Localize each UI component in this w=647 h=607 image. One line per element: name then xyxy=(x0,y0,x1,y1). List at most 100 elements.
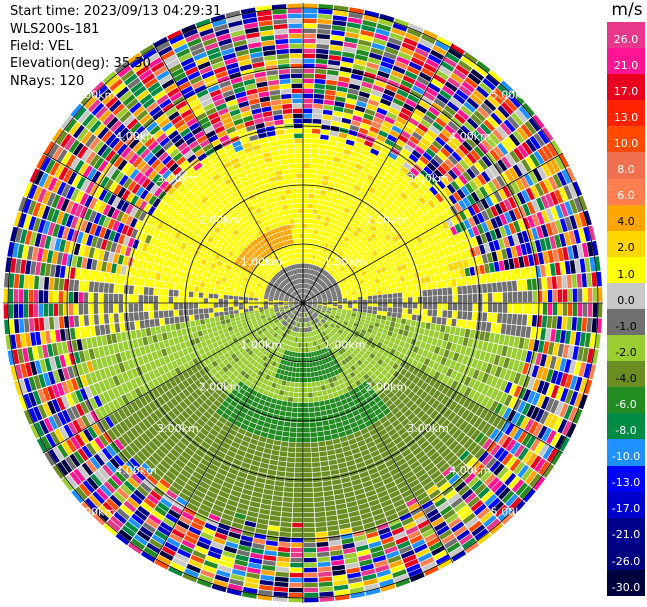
range-gate xyxy=(410,167,420,177)
range-gate xyxy=(453,234,461,244)
range-gate xyxy=(266,396,273,403)
range-gate xyxy=(375,156,385,165)
range-gate xyxy=(403,409,413,418)
range-gate xyxy=(296,432,303,438)
range-gate xyxy=(334,260,340,266)
range-gate xyxy=(361,315,366,320)
range-gate xyxy=(311,280,314,286)
range-gate xyxy=(377,290,382,295)
range-gate xyxy=(347,300,353,303)
range-gate xyxy=(380,319,386,325)
range-gate xyxy=(397,297,403,303)
range-gate xyxy=(331,479,342,485)
range-gate xyxy=(297,352,301,358)
range-gate xyxy=(304,572,318,578)
range-gate xyxy=(329,316,334,321)
range-gate xyxy=(534,239,542,253)
range-gate xyxy=(303,98,313,104)
range-gate xyxy=(309,292,314,296)
range-gate xyxy=(332,306,338,309)
range-gate xyxy=(348,320,354,325)
range-gate xyxy=(432,45,447,56)
range-gate xyxy=(309,417,316,423)
range-gate xyxy=(369,280,375,285)
range-gate xyxy=(544,412,554,427)
range-gate xyxy=(484,331,491,342)
range-gate xyxy=(525,435,537,449)
range-gate xyxy=(347,305,353,308)
range-gate xyxy=(332,208,339,215)
range-gate xyxy=(303,173,310,179)
range-gate xyxy=(496,418,506,430)
range-gate xyxy=(388,367,396,375)
range-gate xyxy=(532,114,545,129)
range-gate xyxy=(559,436,570,452)
range-gate xyxy=(308,310,313,315)
range-gate xyxy=(423,29,438,40)
range-gate xyxy=(303,193,309,199)
range-gate xyxy=(335,214,342,221)
range-gate xyxy=(460,105,473,117)
range-gate xyxy=(344,103,356,110)
range-gate xyxy=(310,153,318,159)
range-gate xyxy=(484,195,494,207)
range-gate xyxy=(290,567,303,573)
range-gate xyxy=(470,275,477,285)
range-gate xyxy=(431,282,437,289)
range-gate xyxy=(414,47,429,58)
range-gate xyxy=(332,281,337,286)
range-gate xyxy=(332,297,338,300)
range-gate xyxy=(307,269,310,274)
range-gate xyxy=(376,341,383,348)
range-gate xyxy=(494,228,502,239)
range-gate xyxy=(393,120,405,130)
range-gate xyxy=(545,208,555,222)
range-gate xyxy=(355,253,361,259)
range-gate xyxy=(312,467,321,473)
range-gate xyxy=(312,462,321,468)
range-gate xyxy=(504,169,515,183)
range-gate xyxy=(309,234,314,239)
range-gate xyxy=(309,310,314,314)
range-gate xyxy=(303,253,306,259)
range-gate xyxy=(452,93,466,105)
range-gate xyxy=(356,290,362,295)
range-gate xyxy=(322,295,327,298)
range-gate xyxy=(445,470,457,481)
range-gate xyxy=(508,258,515,270)
range-gate xyxy=(326,320,331,325)
range-gate xyxy=(362,292,367,297)
range-gate xyxy=(419,233,427,242)
range-gate xyxy=(433,371,441,380)
range-gate xyxy=(578,212,588,227)
range-gate xyxy=(284,370,289,376)
range-gate xyxy=(424,254,431,263)
range-gate xyxy=(320,134,329,140)
range-gate xyxy=(335,199,342,205)
range-gate xyxy=(550,206,559,221)
range-gate xyxy=(323,271,328,276)
range-gate xyxy=(396,381,404,390)
range-gate xyxy=(303,283,305,289)
range-gate xyxy=(533,150,545,165)
range-gate xyxy=(377,272,384,278)
range-gate xyxy=(311,457,320,463)
range-gate xyxy=(267,469,277,476)
range-gate xyxy=(305,295,309,299)
range-gate xyxy=(355,137,365,144)
range-gate xyxy=(268,428,276,435)
range-gate xyxy=(467,441,478,453)
range-gate xyxy=(521,433,532,447)
range-gate xyxy=(303,23,317,29)
range-gate xyxy=(341,117,352,125)
range-gate xyxy=(487,497,501,510)
range-gate xyxy=(462,259,469,268)
range-gate xyxy=(491,480,504,493)
range-gate xyxy=(288,366,293,372)
range-gate xyxy=(319,194,326,201)
range-gate xyxy=(361,289,367,294)
range-gate xyxy=(378,392,387,400)
range-gate xyxy=(390,394,398,403)
range-gate xyxy=(559,358,567,372)
range-gate xyxy=(369,225,377,232)
